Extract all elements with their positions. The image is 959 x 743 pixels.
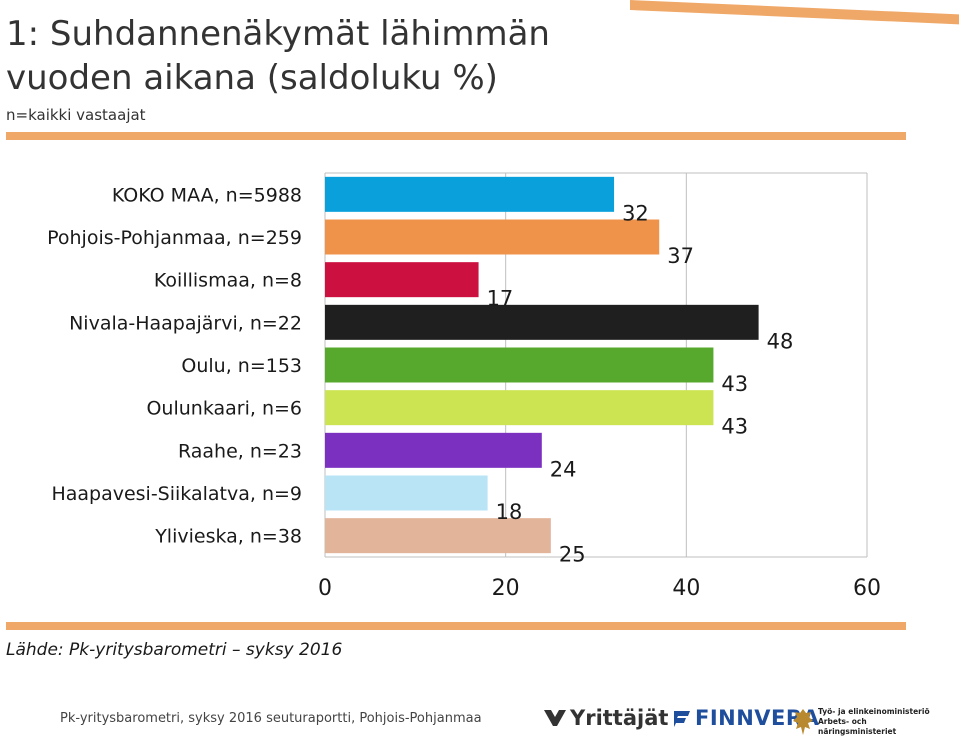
- subtitle: n=kaikki vastaajat: [6, 106, 146, 124]
- label-layer: KOKO MAA, n=5988 32 Pohjois-Pohjanmaa, n=2…: [47, 184, 793, 566]
- bar: [325, 262, 479, 298]
- source-note: Lähde: Pk-yritysbarometri – syksy 2016: [6, 640, 343, 660]
- x-tick-label: 20: [492, 576, 520, 601]
- value-label: 25: [559, 543, 586, 567]
- yrittajat-logo-icon: [543, 708, 567, 728]
- x-tick-label: 40: [672, 576, 700, 601]
- top-accent-stripe: [630, 0, 959, 25]
- x-tick-label: 60: [853, 576, 881, 601]
- category-label: Nivala-Haapajärvi, n=22: [69, 312, 302, 334]
- page-title: 1: Suhdannenäkymät lähimmän vuoden aikan…: [6, 14, 550, 98]
- bar: [325, 432, 542, 468]
- tem-logo: Työ- ja elinkeinoministeriö Arbets- och …: [792, 707, 938, 737]
- footer-text: Pk-yritysbarometri, syksy 2016 seuturapo…: [60, 711, 482, 726]
- divider-top: [6, 132, 906, 140]
- category-label: KOKO MAA, n=5988: [112, 184, 302, 206]
- value-label: 17: [487, 287, 514, 311]
- bar-layer: [325, 176, 759, 554]
- bar: [325, 219, 660, 255]
- lion-crest-icon: [793, 709, 813, 735]
- value-label: 18: [496, 500, 523, 524]
- bar: [325, 475, 488, 511]
- value-label: 37: [667, 244, 694, 268]
- bar: [325, 176, 615, 212]
- value-label: 43: [721, 372, 748, 396]
- category-label: Haapavesi-Siikalatva, n=9: [51, 483, 302, 505]
- category-label: Oulunkaari, n=6: [146, 398, 302, 420]
- value-label: 24: [550, 457, 577, 481]
- category-label: Oulu, n=153: [181, 355, 302, 377]
- divider-bottom: [6, 622, 906, 630]
- category-label: Pohjois-Pohjanmaa, n=259: [47, 227, 302, 249]
- tem-logo-line1: Työ- ja elinkeinoministeriö: [818, 707, 930, 716]
- value-label: 43: [721, 415, 748, 439]
- bar: [325, 390, 714, 426]
- yrittajat-logo: Yrittäjät: [543, 706, 668, 730]
- category-label: Raahe, n=23: [178, 440, 302, 462]
- value-label: 32: [622, 201, 649, 225]
- bar: [325, 304, 759, 340]
- category-label: Ylivieska, n=38: [154, 526, 302, 548]
- yrittajat-logo-text: Yrittäjät: [570, 706, 669, 730]
- category-label: Koillismaa, n=8: [154, 270, 302, 292]
- bar: [325, 347, 714, 383]
- tick-layer: 0 20 40 60: [318, 576, 881, 601]
- tem-logo-line2: Arbets- och näringsministeriet: [818, 717, 897, 736]
- bar: [325, 518, 551, 554]
- bar-chart: KOKO MAA, n=5988 32 Pohjois-Pohjanmaa, n=2…: [47, 172, 881, 601]
- x-tick-label: 0: [318, 576, 332, 601]
- value-label: 48: [767, 329, 794, 353]
- finnvera-logo-icon: [672, 709, 692, 727]
